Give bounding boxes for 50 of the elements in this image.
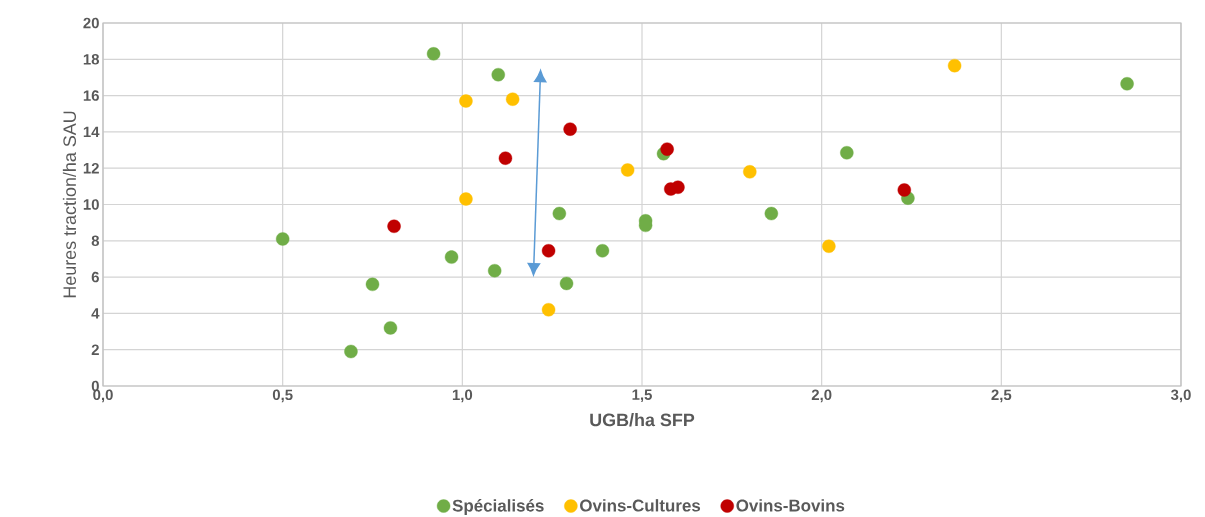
point: [620, 163, 635, 177]
point: [595, 244, 610, 258]
y-tick-label: 8: [91, 235, 100, 247]
point: [1120, 77, 1134, 91]
y-tick-label: 10: [83, 199, 99, 210]
y-tick-label: 12: [83, 162, 99, 174]
point: [505, 92, 520, 106]
point: [459, 192, 473, 206]
x-tick-label: 1,5: [632, 389, 652, 403]
x-tick-label: 0,5: [272, 389, 293, 403]
y-tick-label: 14: [83, 126, 100, 138]
legend-label: Ovins-Bovins: [736, 499, 845, 512]
point: [344, 344, 358, 359]
point: [563, 122, 577, 136]
y-axis-title: Heures traction/ha SAU: [62, 111, 77, 298]
x-axis-title: UGB/ha SFP: [590, 413, 695, 427]
y-tick-label: 16: [83, 90, 99, 101]
x-tick-label: 2,0: [811, 389, 832, 403]
legend-label: Ovins-Cultures: [580, 499, 701, 512]
point: [822, 239, 836, 253]
point: [660, 142, 674, 156]
y-tick-label: 6: [91, 271, 99, 283]
x-tick-label: 2,5: [991, 389, 1012, 403]
point: [426, 47, 441, 61]
point: [365, 277, 380, 292]
point: [541, 303, 556, 317]
point: [275, 232, 290, 246]
y-tick-label: 4: [91, 308, 100, 319]
point: [487, 264, 502, 278]
y-tick-label: 20: [83, 17, 99, 29]
point: [671, 180, 685, 194]
point: [541, 244, 556, 258]
y-tick-label: 2: [91, 344, 99, 355]
point: [552, 206, 567, 221]
point: [498, 151, 513, 165]
x-tick-label: 1,0: [452, 389, 473, 403]
point: [764, 206, 779, 221]
point: [897, 183, 912, 197]
x-tick-label: 3,0: [1170, 389, 1191, 403]
point: [743, 165, 757, 179]
point: [947, 58, 962, 73]
point: [559, 276, 574, 291]
legend-label: Spécialisés: [452, 499, 544, 516]
point: [444, 250, 459, 264]
point: [840, 146, 854, 160]
y-tick-label: 18: [83, 53, 100, 65]
point: [383, 321, 398, 335]
point: [387, 219, 401, 233]
point: [459, 94, 473, 108]
point: [491, 68, 505, 82]
